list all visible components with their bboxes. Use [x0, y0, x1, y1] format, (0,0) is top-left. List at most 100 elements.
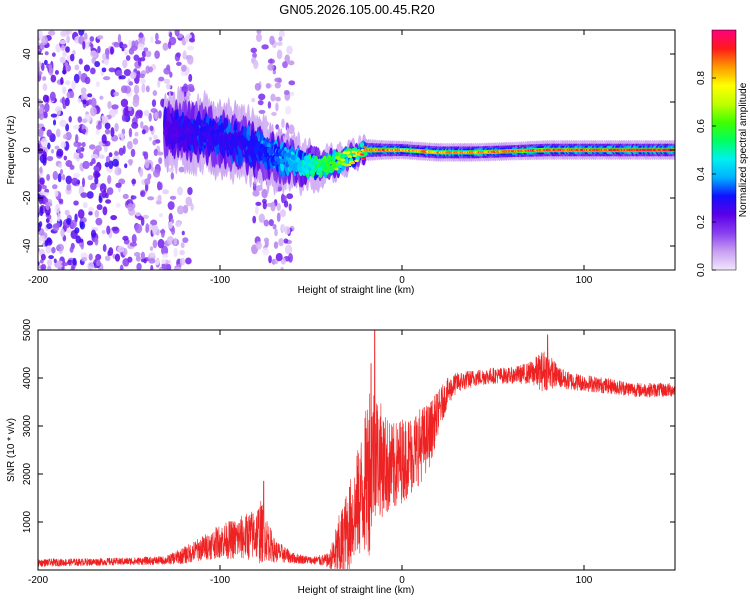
- spectral-blob: [132, 138, 139, 145]
- spectral-blob: [286, 152, 292, 158]
- spectral-blob: [255, 33, 262, 43]
- spectral-blob: [65, 175, 73, 185]
- spectral-blob: [128, 39, 133, 47]
- spectral-blob: [57, 173, 62, 183]
- spectral-blob: [177, 186, 183, 196]
- spectral-blob: [148, 112, 152, 122]
- spectral-blob: [255, 241, 262, 250]
- spectral-blob: [186, 54, 194, 65]
- spectral-blob: [267, 58, 275, 64]
- snr-series: [38, 330, 675, 570]
- spectral-blob: [108, 160, 114, 170]
- spectral-blob: [315, 160, 320, 165]
- spectral-blob: [152, 239, 158, 249]
- spectral-blob: [271, 111, 277, 116]
- spectral-blob: [73, 141, 80, 148]
- spectral-blob: [140, 78, 146, 85]
- spectral-blob: [39, 259, 44, 264]
- y-tick-label: 40: [22, 48, 33, 60]
- spectral-blob: [114, 253, 121, 262]
- spectral-blob: [275, 102, 279, 112]
- spectral-blob: [47, 214, 52, 220]
- spectral-blob: [50, 148, 54, 154]
- spectral-blob: [314, 166, 319, 171]
- spectral-blob: [267, 101, 272, 109]
- spectral-blob: [352, 154, 357, 158]
- spectrogram-y-label: Frequency (Hz): [6, 116, 17, 185]
- spectral-blob: [47, 265, 52, 270]
- spectral-blob: [275, 252, 283, 262]
- spectral-blob: [121, 43, 128, 49]
- spectral-blob: [140, 121, 144, 129]
- spectral-blob: [268, 255, 272, 264]
- spectral-blob: [160, 258, 167, 264]
- spectral-blob: [43, 192, 49, 197]
- spectral-blob: [60, 44, 66, 52]
- spectral-blob: [73, 73, 80, 84]
- spectral-blob: [175, 120, 181, 128]
- spectral-blob: [104, 161, 110, 168]
- spectral-blob: [69, 90, 75, 99]
- spectral-blob: [275, 124, 280, 130]
- spectral-blob: [104, 122, 111, 130]
- spectral-blob: [152, 140, 157, 146]
- spectral-blob: [140, 217, 145, 226]
- spectral-blob: [135, 212, 141, 217]
- y-tick-label: 5000: [22, 318, 33, 341]
- spectral-blob: [44, 188, 50, 194]
- snr-frame: [37, 329, 676, 571]
- spectral-blob: [150, 36, 154, 44]
- spectral-blob: [69, 53, 75, 62]
- x-tick-label: -200: [28, 275, 48, 286]
- spectral-blob: [187, 134, 193, 142]
- spectral-blob: [354, 159, 359, 163]
- spectrogram-heatmap: [38, 30, 675, 270]
- spectral-blob: [64, 209, 70, 216]
- spectral-blob: [62, 65, 66, 75]
- spectral-blob: [62, 86, 67, 94]
- spectral-blob: [254, 83, 261, 91]
- spectral-blob: [43, 111, 48, 119]
- spectral-blob: [56, 260, 64, 268]
- spectral-blob: [114, 151, 120, 156]
- spectral-blob: [131, 121, 139, 129]
- spectral-blob: [72, 257, 77, 266]
- spectral-blob: [285, 105, 292, 115]
- spectral-blob: [123, 69, 132, 77]
- x-tick-label: -200: [28, 575, 48, 586]
- spectral-blob: [42, 94, 49, 103]
- spectral-blob: [258, 93, 266, 101]
- spectral-blob: [74, 227, 80, 234]
- spectral-blob: [286, 193, 294, 200]
- spectral-blob: [180, 242, 185, 249]
- spectral-blob: [69, 164, 75, 170]
- spectral-blob: [158, 157, 163, 165]
- spectral-blob: [154, 258, 160, 266]
- spectral-blob: [90, 229, 97, 238]
- spectral-blob: [90, 43, 94, 53]
- spectral-blob: [359, 153, 365, 156]
- spectral-blob: [66, 183, 72, 191]
- spectral-blob: [350, 161, 356, 165]
- spectral-blob: [288, 203, 292, 212]
- spectral-blob: [170, 172, 175, 180]
- spectral-blob: [43, 59, 48, 66]
- spectral-blob: [122, 193, 129, 199]
- spectral-blob: [279, 209, 287, 218]
- spectral-blob: [44, 102, 50, 113]
- spectral-blob: [287, 60, 295, 66]
- spectral-blob: [252, 215, 257, 224]
- spectral-blob: [273, 241, 279, 249]
- y-tick-label: 1000: [22, 510, 33, 533]
- spectral-blob: [181, 230, 185, 236]
- spectral-blob: [273, 160, 278, 167]
- spectral-blob: [50, 74, 57, 83]
- spectral-blob: [276, 212, 281, 223]
- spectral-blob: [114, 166, 122, 176]
- spectral-blob: [276, 41, 283, 47]
- spectral-blob: [154, 50, 160, 59]
- spectral-blob: [80, 147, 85, 152]
- spectral-blob: [122, 59, 128, 69]
- spectral-blob: [251, 97, 256, 103]
